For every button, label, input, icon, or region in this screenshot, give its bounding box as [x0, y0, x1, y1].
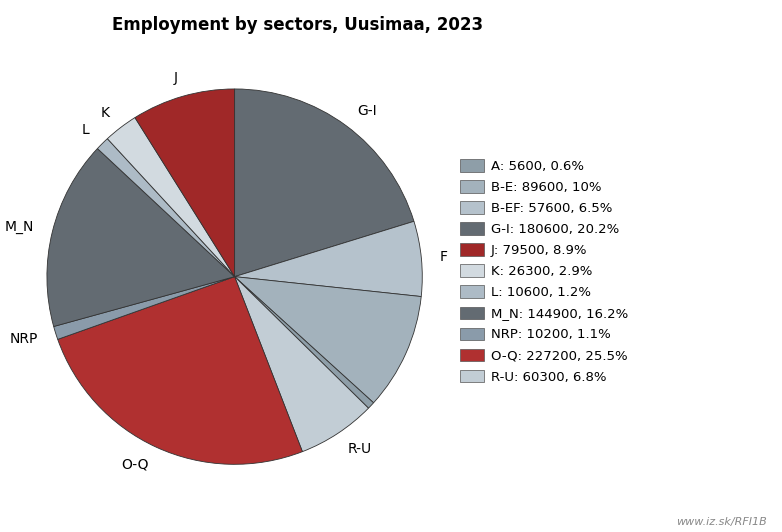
Text: M_N: M_N — [5, 220, 34, 234]
Text: K: K — [100, 105, 109, 120]
Text: G-I: G-I — [357, 104, 377, 118]
Wedge shape — [58, 277, 303, 464]
Wedge shape — [135, 89, 235, 277]
Wedge shape — [235, 89, 414, 277]
Wedge shape — [235, 277, 421, 403]
Wedge shape — [54, 277, 235, 339]
Text: NRP: NRP — [9, 331, 38, 346]
Text: L: L — [81, 123, 89, 137]
Wedge shape — [235, 221, 422, 296]
Text: F: F — [440, 250, 448, 264]
Legend: A: 5600, 0.6%, B-E: 89600, 10%, B-EF: 57600, 6.5%, G-I: 180600, 20.2%, J: 79500,: A: 5600, 0.6%, B-E: 89600, 10%, B-EF: 57… — [460, 159, 628, 384]
Text: O-Q: O-Q — [121, 458, 149, 471]
Wedge shape — [235, 277, 374, 408]
Text: J: J — [174, 71, 178, 85]
Wedge shape — [235, 277, 368, 452]
Wedge shape — [107, 118, 235, 277]
Wedge shape — [47, 148, 235, 327]
Text: www.iz.sk/RFI1B: www.iz.sk/RFI1B — [676, 517, 766, 527]
Text: R-U: R-U — [348, 442, 372, 456]
Text: Employment by sectors, Uusimaa, 2023: Employment by sectors, Uusimaa, 2023 — [112, 16, 482, 34]
Wedge shape — [98, 139, 235, 277]
